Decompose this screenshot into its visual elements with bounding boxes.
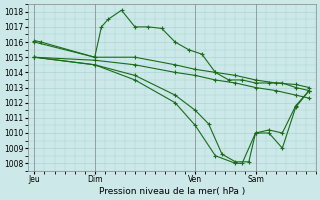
X-axis label: Pression niveau de la mer( hPa ): Pression niveau de la mer( hPa )	[99, 187, 245, 196]
